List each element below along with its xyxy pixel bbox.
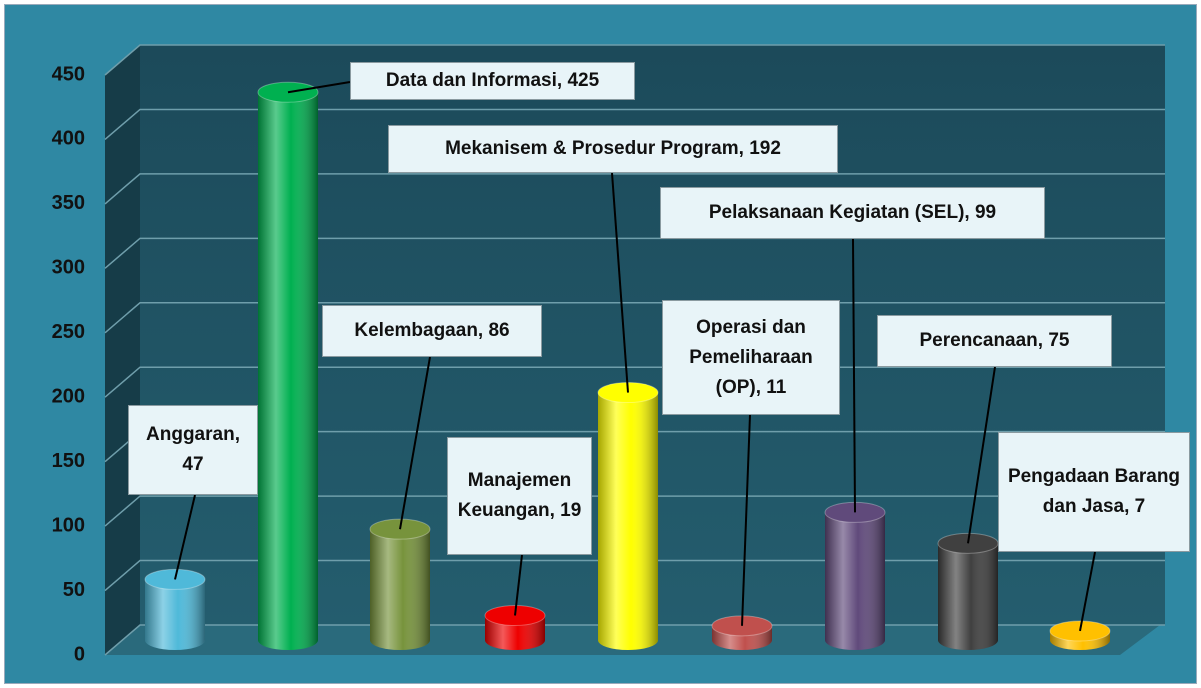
leader-line — [514, 554, 523, 616]
leader-line — [399, 356, 431, 530]
grid-line — [104, 173, 1165, 205]
grid-line — [104, 624, 1165, 656]
y-tick-label: 50 — [63, 579, 85, 601]
y-tick-label: 400 — [52, 128, 85, 150]
y-tick-label: 250 — [52, 321, 85, 343]
bar-shade — [598, 392, 658, 640]
y-tick-label: 150 — [52, 450, 85, 472]
bar-shade — [370, 529, 430, 640]
y-tick-label: 350 — [52, 192, 85, 214]
bar-shade — [938, 543, 998, 640]
bar-shade — [145, 579, 205, 640]
data-label: Anggaran, 47 — [128, 405, 258, 495]
grid-line — [104, 108, 1165, 141]
y-tick-label: 0 — [74, 643, 85, 665]
grid-line — [104, 44, 1165, 76]
side-wall — [105, 45, 140, 655]
y-tick-label: 100 — [52, 514, 85, 536]
bar-shade — [825, 512, 885, 640]
y-tick-label: 200 — [52, 386, 85, 408]
data-label: Kelembagaan, 86 — [322, 305, 542, 357]
data-label: Pelaksanaan Kegiatan (SEL), 99 — [660, 187, 1045, 239]
y-tick-label: 450 — [52, 63, 85, 85]
data-label: Perencanaan, 75 — [877, 315, 1112, 367]
data-label: Operasi dan Pemeliharaan (OP), 11 — [662, 300, 840, 415]
data-label: Data dan Informasi, 425 — [350, 62, 635, 100]
data-label: Manajemen Keuangan, 19 — [447, 437, 592, 555]
grid-line — [104, 559, 1165, 592]
leader-line — [174, 494, 196, 580]
leader-line — [1079, 551, 1096, 632]
leader-line — [287, 81, 351, 94]
leader-line — [852, 238, 856, 513]
bar-shade — [258, 92, 318, 640]
y-tick-label: 300 — [52, 257, 85, 279]
data-label: Mekanisem & Prosedur Program, 192 — [388, 125, 838, 173]
leader-line — [741, 414, 751, 626]
leader-line — [967, 366, 996, 544]
grid-line — [104, 495, 1165, 527]
leader-line — [611, 172, 629, 393]
data-label: Pengadaan Barang dan Jasa, 7 — [998, 432, 1190, 552]
